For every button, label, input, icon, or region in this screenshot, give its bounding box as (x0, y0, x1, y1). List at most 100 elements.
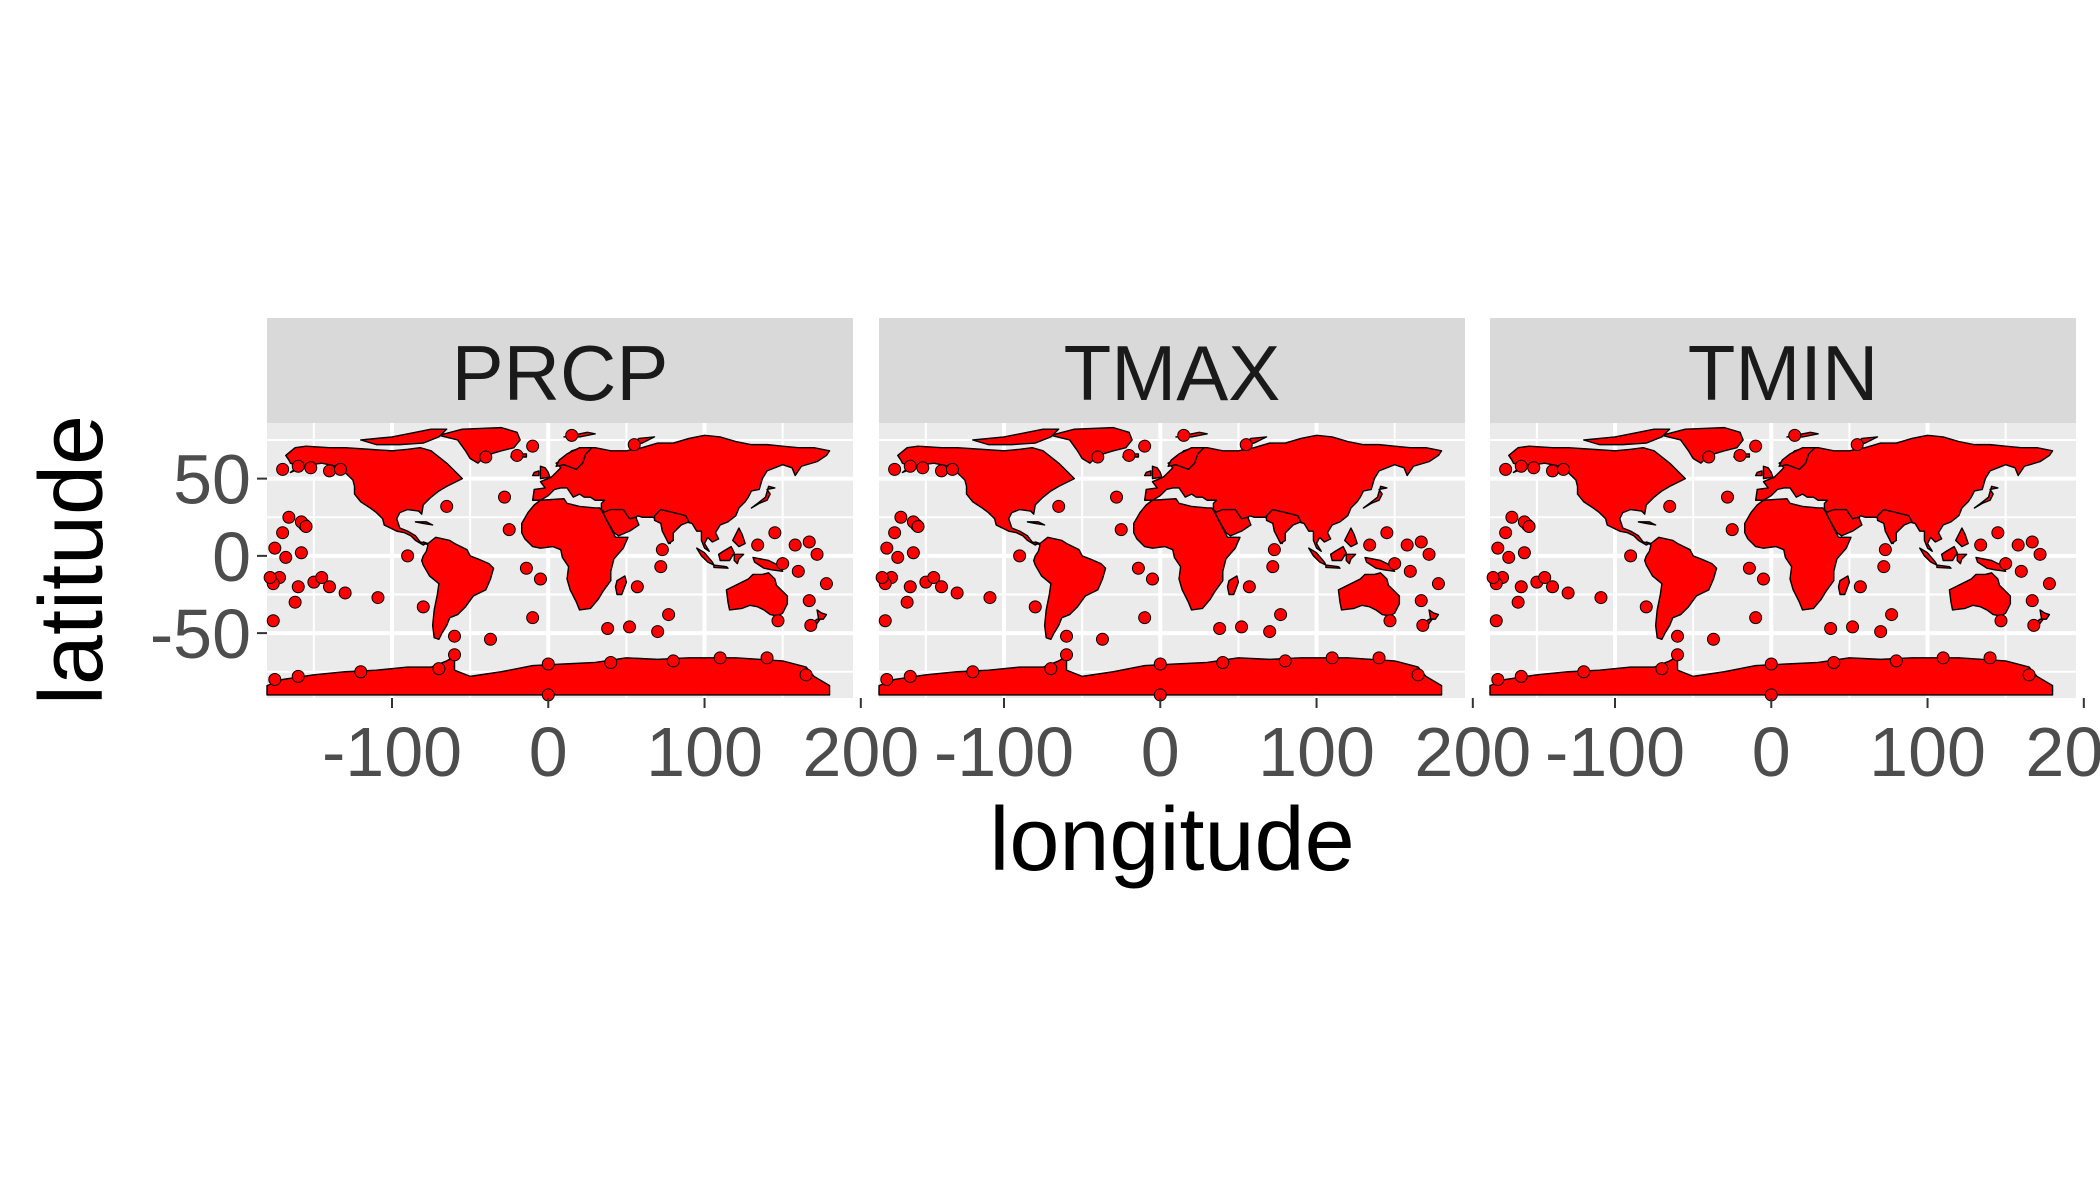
facet-panel-tmax: TMAX -100 0 100 200 (876, 318, 1531, 791)
station-point (1412, 669, 1424, 681)
station-point (1515, 460, 1527, 472)
x-tick-label: 0 (529, 713, 568, 791)
station-point (295, 547, 307, 559)
x-axis-ticks: -1000100200 (1545, 698, 2100, 791)
station-point (355, 666, 367, 678)
station-point (1381, 527, 1393, 539)
station-point (1984, 652, 1996, 664)
station-point (292, 581, 304, 593)
station-point (1518, 547, 1530, 559)
station-point (300, 521, 312, 533)
station-point (1743, 562, 1755, 574)
station-point (1096, 633, 1108, 645)
station-point (269, 673, 281, 685)
station-point (881, 542, 893, 554)
facet-strip-label: TMIN (1688, 329, 1879, 417)
station-point (1432, 578, 1444, 590)
station-point (1045, 663, 1057, 675)
station-point (1890, 655, 1902, 667)
station-point (372, 592, 384, 604)
station-point (503, 524, 515, 536)
station-point (1214, 622, 1226, 634)
station-point (1995, 615, 2007, 627)
station-point (1178, 429, 1190, 441)
station-point (277, 463, 289, 475)
station-point (267, 615, 279, 627)
station-point (904, 581, 916, 593)
station-point (264, 571, 276, 583)
station-point (1384, 615, 1396, 627)
station-point (901, 596, 913, 608)
station-point (292, 670, 304, 682)
station-point (1268, 544, 1280, 556)
facet-strip-label: TMAX (1064, 329, 1281, 417)
x-tick-label: -100 (322, 713, 462, 791)
station-point (1146, 573, 1158, 585)
station-point (946, 463, 958, 475)
station-point (876, 571, 888, 583)
station-point (527, 612, 539, 624)
station-point (1061, 649, 1073, 661)
station-point (324, 465, 336, 477)
station-point (1828, 656, 1840, 668)
x-tick-label: 100 (1258, 713, 1375, 791)
station-point (480, 451, 492, 463)
station-point (2000, 558, 2012, 570)
station-point (1503, 551, 1515, 563)
station-point (269, 542, 281, 554)
station-point (1404, 565, 1416, 577)
station-point (449, 649, 461, 661)
station-point (1389, 558, 1401, 570)
station-point (1423, 548, 1435, 560)
station-point (769, 527, 781, 539)
station-point (1240, 439, 1252, 451)
station-point (889, 527, 901, 539)
station-point (527, 440, 539, 452)
station-point (1854, 581, 1866, 593)
station-point (1672, 630, 1684, 642)
station-point (1886, 609, 1898, 621)
y-tick-label: 0 (212, 518, 251, 596)
station-point (1500, 527, 1512, 539)
station-point (889, 463, 901, 475)
station-point (2015, 565, 2027, 577)
station-point (511, 449, 523, 461)
station-point (305, 462, 317, 474)
station-point (1992, 527, 2004, 539)
station-point (289, 596, 301, 608)
station-point (1512, 596, 1524, 608)
station-point (761, 652, 773, 664)
station-point (499, 491, 511, 503)
station-point (792, 565, 804, 577)
station-point (1557, 463, 1569, 475)
station-point (879, 615, 891, 627)
x-tick-label: 0 (1752, 713, 1791, 791)
y-tick-label: 50 (173, 441, 251, 519)
station-point (820, 578, 832, 590)
station-point (292, 460, 304, 472)
station-point (1217, 656, 1229, 668)
station-point (1640, 601, 1652, 613)
station-point (1492, 542, 1504, 554)
station-point (1487, 571, 1499, 583)
station-point (1373, 652, 1385, 664)
station-point (2043, 578, 2055, 590)
station-point (2012, 539, 2024, 551)
station-point (2023, 669, 2035, 681)
x-tick-label: -100 (1545, 713, 1685, 791)
station-point (449, 630, 461, 642)
station-point (1326, 652, 1338, 664)
station-point (904, 460, 916, 472)
x-tick-label: 0 (1141, 713, 1180, 791)
station-point (277, 527, 289, 539)
station-point (655, 561, 667, 573)
station-point (2026, 595, 2038, 607)
station-point (1528, 462, 1540, 474)
station-point (912, 521, 924, 533)
station-point (1851, 439, 1863, 451)
station-point (1490, 615, 1502, 627)
station-point (752, 539, 764, 551)
station-point (1765, 658, 1777, 670)
x-tick-label: -100 (934, 713, 1074, 791)
station-point (1734, 449, 1746, 461)
